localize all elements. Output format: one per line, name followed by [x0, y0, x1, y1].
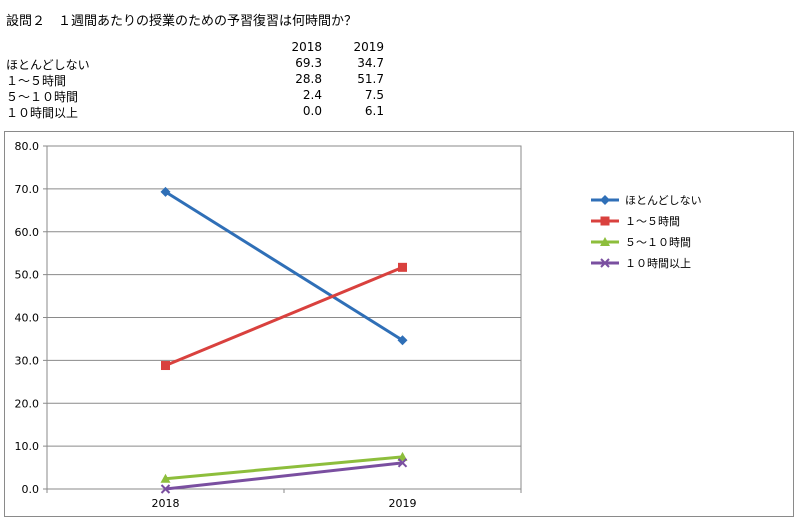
table-row: １０時間以上 0.0 6.1 — [6, 104, 386, 120]
table-cell-2019: 51.7 — [357, 72, 384, 86]
y-tick-label: 50.0 — [15, 269, 40, 282]
y-tick-label: 10.0 — [15, 440, 40, 453]
table-header-2018: 2018 — [291, 40, 322, 54]
table-row-label: ５～１０時間 — [6, 90, 79, 104]
legend-marker — [600, 216, 610, 226]
legend-label: １～５時間 — [625, 215, 680, 228]
chart-area: 0.0 10.0 20.0 30.0 40.0 50.0 60.0 70.0 80.0 2018 2… — [4, 131, 794, 517]
legend-marker — [600, 237, 610, 246]
data-point — [160, 186, 171, 197]
x-tick-label: 2019 — [389, 497, 417, 510]
series-line — [165, 455, 403, 481]
line-chart: 0.0 10.0 20.0 30.0 40.0 50.0 60.0 70.0 80.0 2018 2… — [15, 140, 702, 510]
series-line — [165, 461, 403, 491]
legend-label: ５～１０時間 — [625, 236, 691, 249]
table-cell-2018: 0.0 — [302, 104, 322, 118]
series-line — [164, 190, 404, 342]
table-cell-2018: 69.3 — [295, 56, 322, 70]
legend-label: １０時間以上 — [625, 257, 691, 270]
data-point — [397, 335, 408, 346]
series-line — [164, 265, 404, 367]
table-row: １～５時間 28.8 51.7 — [6, 72, 386, 88]
y-tick-label: 30.0 — [15, 354, 40, 367]
data-point — [160, 473, 171, 483]
data-point — [398, 262, 407, 272]
y-tick-label: 60.0 — [15, 226, 40, 239]
table-cell-2019: 6.1 — [364, 104, 384, 118]
table-row: ５～１０時間 2.4 7.5 — [6, 88, 386, 104]
table-row-label: １～５時間 — [6, 74, 67, 88]
y-tick-label: 20.0 — [15, 397, 40, 410]
data-point — [397, 458, 408, 468]
table-row: ほとんどしない 69.3 34.7 — [6, 56, 386, 72]
table-cell-2018: 28.8 — [295, 72, 322, 86]
table-row-label: ほとんどしない — [6, 58, 90, 72]
y-tick-label: 80.0 — [15, 140, 40, 153]
table-row-label: １０時間以上 — [6, 106, 79, 120]
y-tick-label: 70.0 — [15, 183, 40, 196]
y-tick-label: 0.0 — [22, 483, 40, 496]
legend-label: ほとんどしない — [625, 194, 702, 207]
question-title: 設問２ １週間あたりの授業のための予習復習は何時間か？ — [6, 14, 358, 29]
data-point — [161, 361, 170, 371]
legend-marker — [600, 195, 610, 205]
y-tick-label: 40.0 — [15, 312, 40, 325]
table-header-row: 2018 2019 — [6, 40, 386, 56]
table-cell-2019: 34.7 — [357, 56, 384, 70]
data-point — [160, 484, 171, 494]
x-tick-label: 2018 — [152, 497, 180, 510]
legend-marker — [600, 258, 610, 268]
table-header-2019: 2019 — [353, 40, 384, 54]
table-cell-2019: 7.5 — [364, 88, 384, 102]
data-point — [397, 451, 408, 461]
table-cell-2018: 2.4 — [302, 88, 322, 102]
data-table: 2018 2019 ほとんどしない 69.3 34.7 １～５時間 28.8 5… — [6, 40, 386, 120]
